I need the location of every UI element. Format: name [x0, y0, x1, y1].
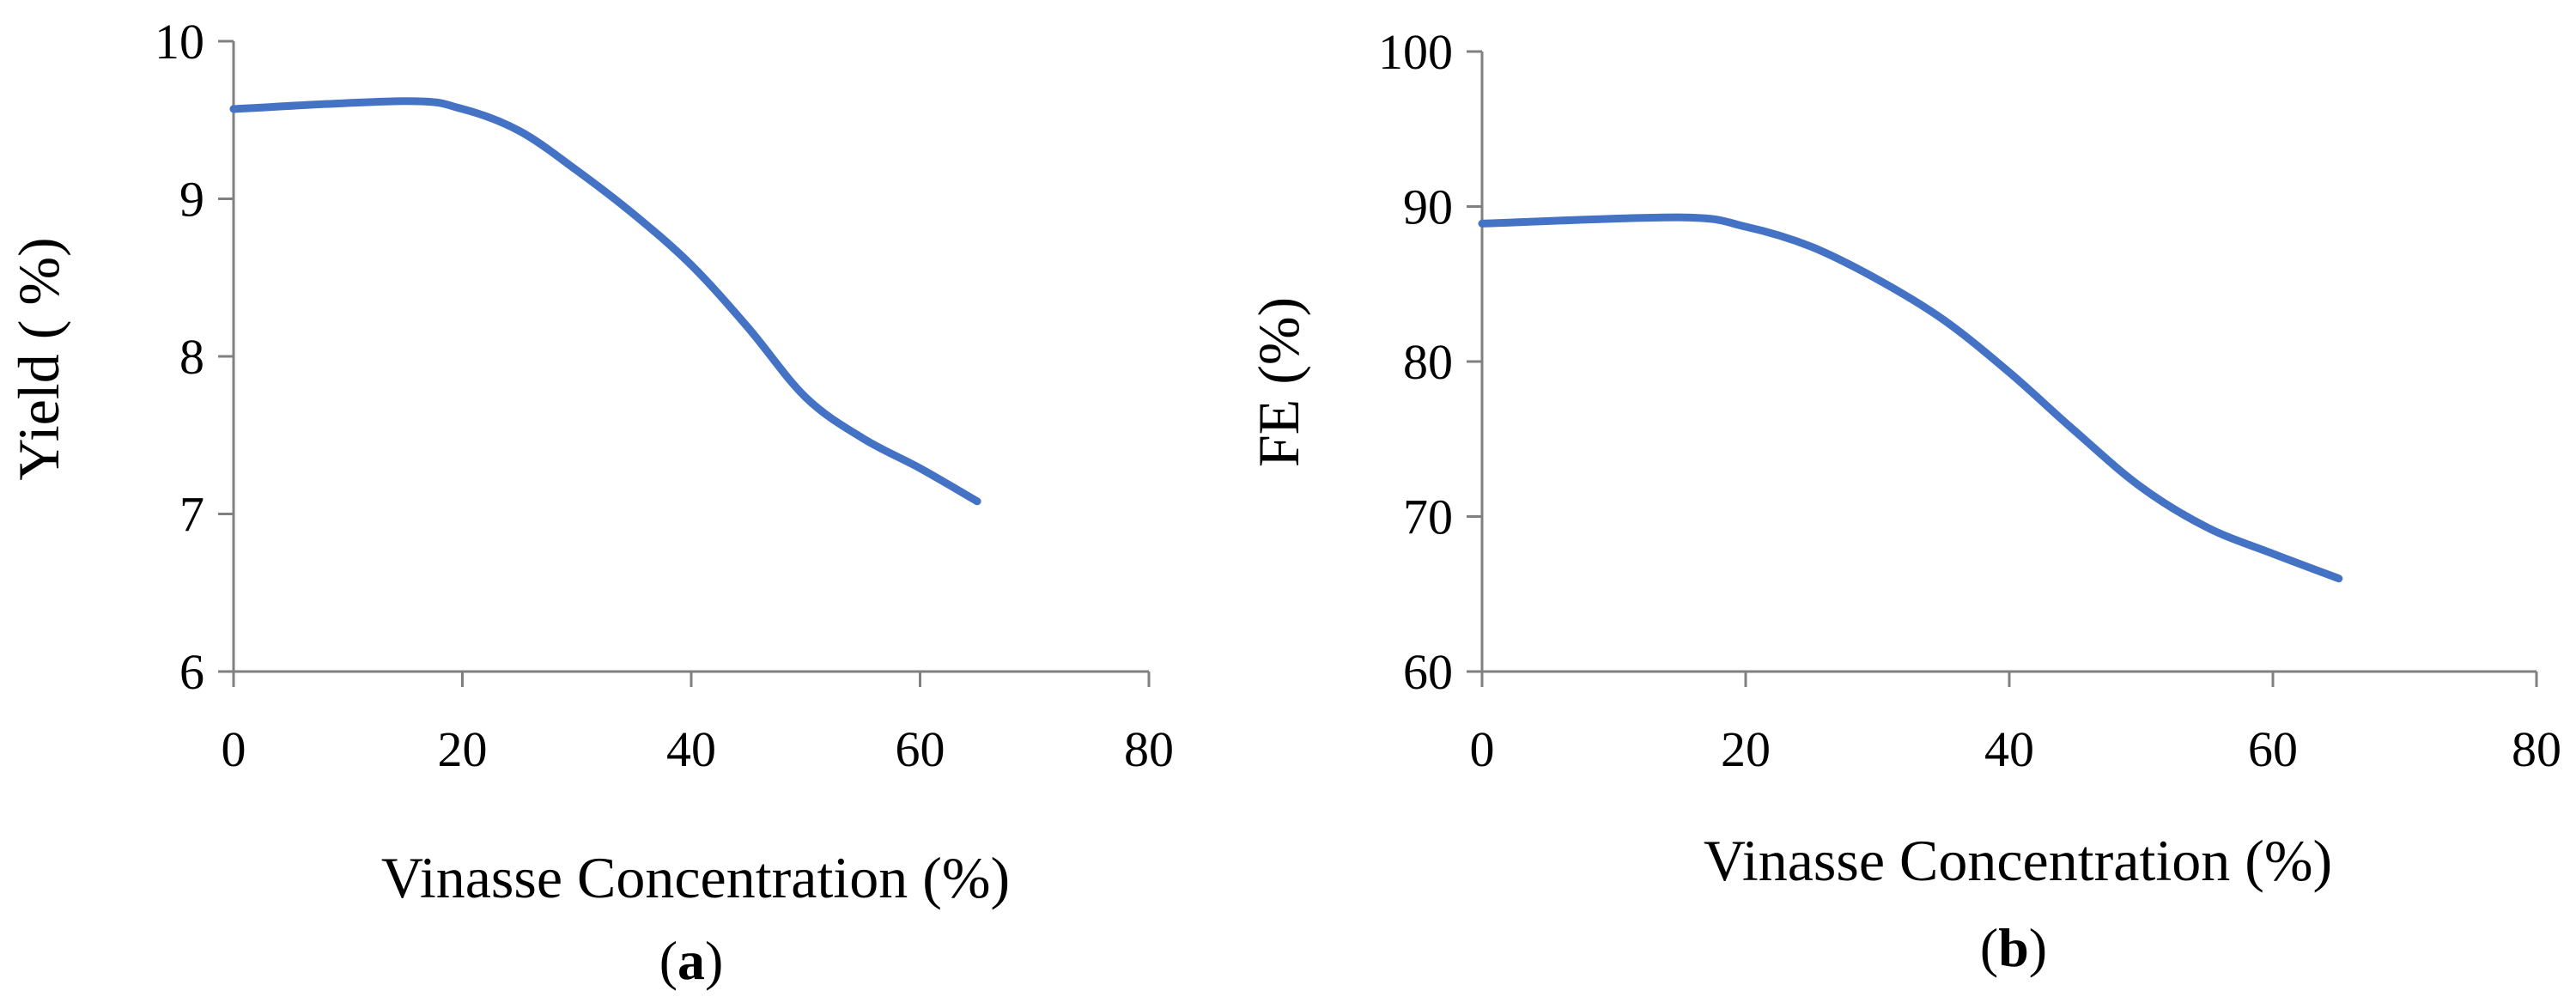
panel-label-b-letter: b	[1998, 917, 2029, 978]
y-tick-label-a: 6	[179, 644, 204, 700]
chart-panel-b: FE (%) Vinasse Concentration (%) (b) 60 7…	[1246, 24, 2561, 978]
panel-label-b: (b)	[1980, 917, 2047, 978]
x-tick-label-b: 20	[1721, 721, 1771, 777]
y-tick-label-a: 7	[179, 487, 204, 543]
x-axis-title-a: Vinasse Concentration (%)	[381, 845, 1010, 910]
y-tick-label-b: 90	[1403, 179, 1453, 235]
y-tick-label-a: 8	[179, 329, 204, 385]
y-tick-label-b: 70	[1403, 489, 1453, 545]
panel-label-a-letter: a	[677, 930, 705, 991]
panel-label-a-open: (	[659, 930, 677, 991]
panel-label-b-open: (	[1980, 917, 1998, 978]
y-tick-label-b: 80	[1403, 334, 1453, 390]
series-line-a	[229, 97, 981, 506]
y-tick-label-a: 9	[179, 172, 204, 228]
y-axis-title-a: Yield ( %)	[6, 237, 71, 480]
x-tick-label-b: 60	[2248, 721, 2298, 777]
panel-label-a: (a)	[659, 930, 724, 991]
y-axis-title-b: FE (%)	[1246, 297, 1311, 467]
panel-label-b-close: )	[2029, 917, 2047, 978]
x-tick-label-a: 80	[1124, 721, 1174, 777]
x-axis-title-b: Vinasse Concentration (%)	[1704, 828, 2332, 893]
x-tick-label-a: 0	[222, 721, 246, 777]
panel-label-a-close: )	[705, 930, 723, 991]
y-tick-label-b: 100	[1378, 24, 1453, 80]
y-tick-label-a: 10	[155, 14, 204, 70]
x-tick-label-a: 60	[896, 721, 945, 777]
y-tick-label-b: 60	[1403, 644, 1453, 700]
x-tick-label-b: 40	[1984, 721, 2034, 777]
x-tick-label-b: 0	[1470, 721, 1495, 777]
chart-panel-a: Yield ( %) Vinasse Concentration (%) (a)…	[6, 14, 1174, 991]
x-tick-label-a: 40	[666, 721, 716, 777]
x-tick-label-b: 80	[2512, 721, 2561, 777]
series-line-b	[1478, 213, 2343, 583]
x-tick-label-a: 20	[438, 721, 488, 777]
